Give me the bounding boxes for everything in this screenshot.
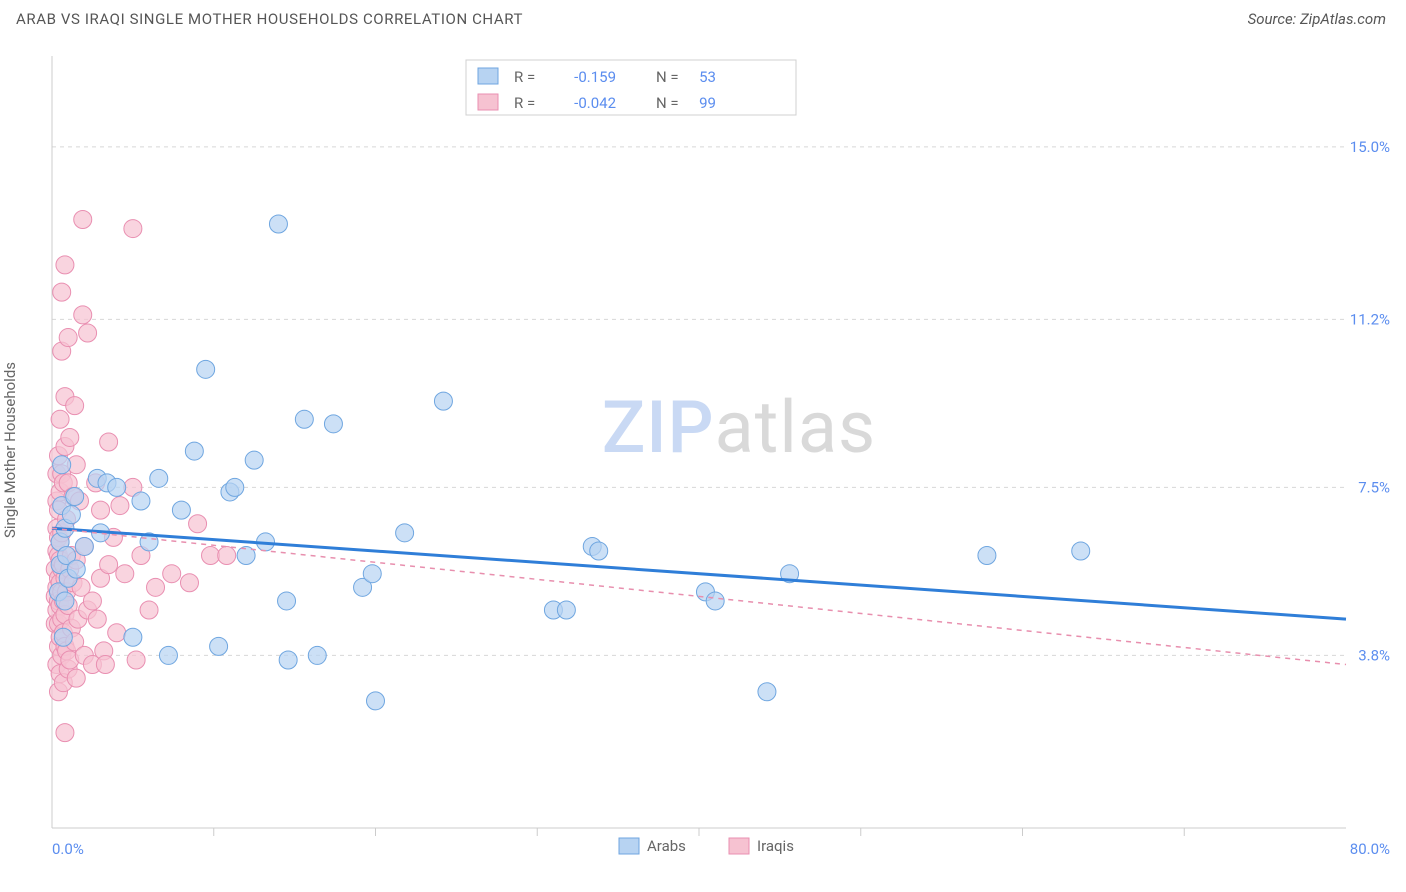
scatter-point <box>434 392 452 410</box>
legend-label: Arabs <box>647 837 686 855</box>
y-tick-label: 7.5% <box>1358 478 1390 496</box>
scatter-point <box>140 601 158 619</box>
scatter-point <box>363 565 381 583</box>
scatter-point <box>74 306 92 324</box>
scatter-point <box>79 324 97 342</box>
chart-title: ARAB VS IRAQI SINGLE MOTHER HOUSEHOLDS C… <box>16 10 523 28</box>
svg-text:99: 99 <box>699 94 716 112</box>
scatter-point <box>590 542 608 560</box>
scatter-point <box>66 397 84 415</box>
legend-swatch <box>619 838 639 854</box>
scatter-point <box>111 497 129 515</box>
scatter-point <box>124 220 142 238</box>
scatter-point <box>308 646 326 664</box>
scatter-point <box>147 578 165 596</box>
scatter-point <box>172 501 190 519</box>
scatter-point <box>53 456 71 474</box>
scatter-point <box>132 492 150 510</box>
scatter-point <box>56 724 74 742</box>
y-axis-label: Single Mother Households <box>1 362 19 538</box>
svg-text:-0.042: -0.042 <box>574 94 616 112</box>
scatter-point <box>978 547 996 565</box>
y-tick-label: 15.0% <box>1350 138 1390 156</box>
scatter-point <box>180 574 198 592</box>
header: ARAB VS IRAQI SINGLE MOTHER HOUSEHOLDS C… <box>0 0 1406 32</box>
scatter-point <box>706 592 724 610</box>
scatter-point <box>56 256 74 274</box>
scatter-point <box>226 478 244 496</box>
scatter-chart: 3.8% 7.5% 11.2% 15.0% ZIPatlas 0.0% 80.0% R = -0… <box>16 40 1390 860</box>
scatter-point <box>108 624 126 642</box>
scatter-point <box>210 637 228 655</box>
trend-line <box>52 528 1346 619</box>
source-label: Source: ZipAtlas.com <box>1248 10 1386 28</box>
scatter-point <box>218 547 236 565</box>
scatter-point <box>75 537 93 555</box>
legend-swatch <box>729 838 749 854</box>
scatter-point <box>124 628 142 646</box>
scatter-point <box>116 565 134 583</box>
scatter-point <box>127 651 145 669</box>
legend-label: Iraqis <box>757 837 794 855</box>
scatter-point <box>159 646 177 664</box>
scatter-point <box>54 628 72 646</box>
bottom-legend: Arabs Iraqis <box>619 837 794 855</box>
scatter-point <box>185 442 203 460</box>
scatter-point <box>367 692 385 710</box>
scatter-point <box>269 215 287 233</box>
scatter-point <box>96 656 114 674</box>
scatter-point <box>108 478 126 496</box>
scatter-point <box>67 669 85 687</box>
scatter-point <box>557 601 575 619</box>
scatter-point <box>396 524 414 542</box>
scatter-point <box>92 501 110 519</box>
x-start-label: 0.0% <box>52 840 84 858</box>
scatter-point <box>51 410 69 428</box>
x-end-label: 80.0% <box>1350 840 1390 858</box>
scatter-point <box>66 487 84 505</box>
legend-swatch <box>478 94 498 110</box>
scatter-point <box>202 547 220 565</box>
scatter-point <box>150 469 168 487</box>
legend-swatch <box>478 68 498 84</box>
y-tick-label: 11.2% <box>1350 310 1390 328</box>
scatter-point <box>59 329 77 347</box>
scatter-point <box>62 506 80 524</box>
scatter-point <box>197 360 215 378</box>
svg-text:N =: N = <box>656 94 679 112</box>
scatter-point <box>100 556 118 574</box>
scatter-point <box>83 592 101 610</box>
scatter-point <box>88 610 106 628</box>
svg-text:53: 53 <box>699 68 716 86</box>
scatter-point <box>758 683 776 701</box>
svg-text:N =: N = <box>656 68 679 86</box>
scatter-point <box>67 560 85 578</box>
chart-container: Single Mother Households 3.8%7.5%11.2%15… <box>16 40 1390 860</box>
scatter-point <box>61 428 79 446</box>
svg-text:-0.159: -0.159 <box>574 68 616 86</box>
scatter-point <box>53 283 71 301</box>
scatter-point <box>163 565 181 583</box>
watermark: ZIPatlas <box>602 385 876 470</box>
scatter-point <box>279 651 297 669</box>
scatter-point <box>1072 542 1090 560</box>
scatter-point <box>189 515 207 533</box>
scatter-point <box>278 592 296 610</box>
y-tick-label: 3.8% <box>1358 646 1390 664</box>
scatter-point <box>74 210 92 228</box>
scatter-point <box>56 592 74 610</box>
svg-text:R =: R = <box>514 68 535 86</box>
scatter-point <box>245 451 263 469</box>
scatter-point <box>295 410 313 428</box>
scatter-point <box>324 415 342 433</box>
svg-text:R =: R = <box>514 94 535 112</box>
scatter-point <box>100 433 118 451</box>
